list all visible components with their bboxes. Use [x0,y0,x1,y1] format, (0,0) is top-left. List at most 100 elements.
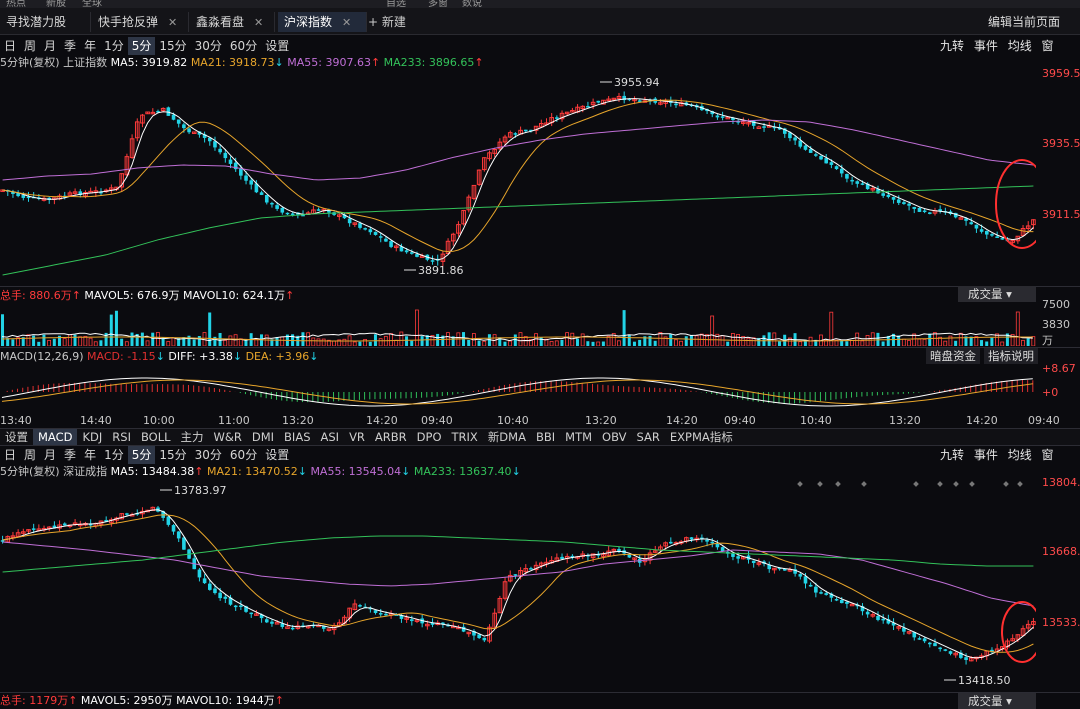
tab-quick-rebound[interactable]: 快手抢反弹 ✕ [92,12,189,32]
candlestick-chart-1[interactable]: 3955.94 3891.86 [0,70,1036,282]
period-3[interactable]: 季 [64,39,77,53]
period-10[interactable]: 设置 [265,448,290,462]
nine-turn-button[interactable]: 九转 [940,39,965,53]
volume-indicator-button[interactable]: 成交量 ▾ [958,693,1036,709]
events-button[interactable]: 事件 [973,448,998,462]
indicator-tab-1[interactable]: MACD [33,429,78,445]
volume-legend-1: 总手: 880.6万↑ MAVOL5: 676.9万 MAVOL10: 624.… [0,289,295,302]
indicator-tab-8[interactable]: BIAS [284,430,311,444]
indicator-tab-7[interactable]: DMI [251,430,275,444]
menu-item-multiwindow[interactable]: 多窗 [428,0,448,8]
period-5[interactable]: 1分 [104,448,124,462]
mavol5-value: MAVOL5: 676.9万 [84,289,180,302]
window-button[interactable]: 窗 [1041,448,1054,462]
period-0[interactable]: 日 [4,448,17,462]
indicator-tab-5[interactable]: 主力 [180,430,204,444]
indicator-tab-16[interactable]: MTM [565,430,593,444]
period-8[interactable]: 30分 [194,448,222,462]
indicator-tab-4[interactable]: BOLL [140,430,171,444]
window-button[interactable]: 窗 [1041,39,1054,53]
ma-button[interactable]: 均线 [1007,448,1032,462]
events-button[interactable]: 事件 [973,39,998,53]
close-icon[interactable]: ✕ [254,16,264,29]
volume-tick: 7500 [1042,298,1070,311]
indicator-tab-9[interactable]: ASI [320,430,340,444]
menu-item-global[interactable]: 全球 [82,0,102,8]
period-2[interactable]: 月 [44,448,57,462]
period-1[interactable]: 周 [24,448,37,462]
time-tick: 14:20 [366,414,398,427]
menu-item-new-stock[interactable]: 新股 [46,0,66,8]
indicator-tab-3[interactable]: RSI [112,430,131,444]
indicator-help-button[interactable]: 指标说明 [984,348,1038,364]
high-annotation: 3955.94 [614,76,660,89]
close-icon[interactable]: ✕ [168,16,178,29]
new-tab-button[interactable]: + 新建 [368,15,406,29]
period-0[interactable]: 日 [4,39,17,53]
period-1[interactable]: 周 [24,39,37,53]
indicator-tab-15[interactable]: BBI [535,430,556,444]
volume-bars-1 [1,309,1036,346]
macd-axis-1: +8.67 +0 [1036,362,1080,412]
dark-pool-button[interactable]: 暗盘资金 [926,348,980,364]
volume-button-label: 成交量 [968,287,1003,301]
time-tick: 09:40 [1028,414,1060,427]
period-7[interactable]: 15分 [159,39,187,53]
time-tick: 14:40 [80,414,112,427]
ma233-value: MA233: 3896.65 [383,56,475,69]
mavol5-value: MAVOL5: 2950万 [80,694,173,707]
period-2[interactable]: 月 [44,39,57,53]
menu-item-data[interactable]: 数说 [462,0,482,8]
time-tick: 13:40 [0,414,32,427]
chevron-down-icon: ▾ [1006,694,1012,708]
time-tick: 09:40 [724,414,756,427]
menu-item-hot[interactable]: 热点 [6,0,26,8]
price-tick: 13668.9 [1042,545,1080,558]
indicator-tab-19[interactable]: EXPMA指标 [669,430,733,444]
indicator-tab-0[interactable]: 设置 [5,430,28,444]
edit-page-button[interactable]: 编辑当前页面 [987,15,1060,29]
candlestick-chart-2[interactable]: 13783.97 13418.50 [0,480,1036,688]
indicator-tab-14[interactable]: 新DMA [487,430,526,444]
indicator-tab-12[interactable]: DPO [416,430,442,444]
period-9[interactable]: 60分 [229,448,258,462]
period-7[interactable]: 15分 [159,448,187,462]
high-annotation: 13783.97 [174,484,227,497]
indicator-tab-6[interactable]: W&R [213,430,242,444]
tab-xinmiao[interactable]: 鑫淼看盘 ✕ [190,12,275,32]
indicator-tab-17[interactable]: OBV [602,430,627,444]
ma5-value: MA5: 3919.82 [110,56,188,69]
indicator-tab-bar: 设置 MACD KDJ RSI BOLL 主力 W&R DMI BIAS ASI VR ARBR DPO… [0,428,1080,446]
time-tick: 13:20 [585,414,617,427]
period-6[interactable]: 5分 [127,37,156,55]
nine-turn-button[interactable]: 九转 [940,448,965,462]
indicator-tab-13[interactable]: TRIX [451,430,478,444]
tab-potential-stocks[interactable]: 寻找潜力股 [0,12,91,32]
total-volume: 总手: 880.6万 [0,289,72,302]
period-9[interactable]: 60分 [229,39,258,53]
indicator-tab-11[interactable]: ARBR [374,430,407,444]
page-tab-bar: 寻找潜力股 快手抢反弹 ✕ 鑫淼看盘 ✕ 沪深指数 ✕ + 新建 编辑当前页面 [0,8,1080,35]
period-5[interactable]: 1分 [104,39,124,53]
price-axis-2: 13804.2 13668.9 13533.5 [1036,474,1080,688]
period-6[interactable]: 5分 [127,446,156,464]
tab-index[interactable]: 沪深指数 ✕ [278,12,367,32]
top-menu-bar: 热点 新股 全球 自选 多窗 数说 [0,0,1080,8]
period-4[interactable]: 年 [84,39,97,53]
close-icon[interactable]: ✕ [342,16,352,29]
period-3[interactable]: 季 [64,448,77,462]
volume-axis-1: 7500 3830 万 [1036,298,1080,348]
ma-button[interactable]: 均线 [1007,39,1032,53]
indicator-tab-2[interactable]: KDJ [82,430,103,444]
period-8[interactable]: 30分 [194,39,222,53]
indicator-tab-10[interactable]: VR [349,430,365,444]
volume-indicator-button[interactable]: 成交量 ▾ [958,286,1036,302]
period-10[interactable]: 设置 [265,39,290,53]
menu-item-watchlist[interactable]: 自选 [386,0,406,8]
indicator-tab-18[interactable]: SAR [636,430,660,444]
tab-label: 寻找潜力股 [6,15,67,29]
period-label: 5分钟(复权) [0,56,60,69]
highlight-circle [995,159,1036,249]
mavol10-value: MAVOL10: 1944万 [176,694,275,707]
period-4[interactable]: 年 [84,448,97,462]
